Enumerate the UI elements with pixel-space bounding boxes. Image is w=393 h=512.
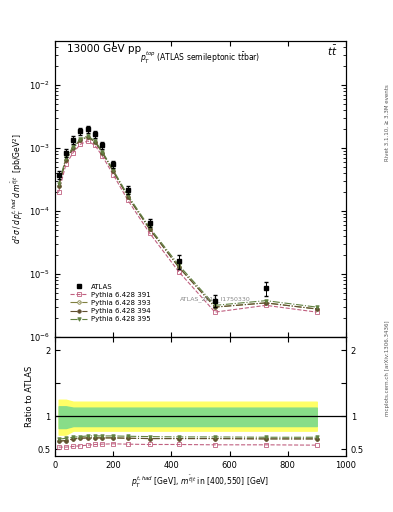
Text: 13000 GeV pp: 13000 GeV pp [67,44,141,54]
Legend: ATLAS, Pythia 6.428 391, Pythia 6.428 393, Pythia 6.428 394, Pythia 6.428 395: ATLAS, Pythia 6.428 391, Pythia 6.428 39… [67,281,153,325]
Text: Rivet 3.1.10, ≥ 3.3M events: Rivet 3.1.10, ≥ 3.3M events [385,84,390,161]
Y-axis label: $d^2\sigma\,/\,d\,p_T^{t,had}\,d\,m^{\bar{t}|t}$  [pb/GeV$^2$]: $d^2\sigma\,/\,d\,p_T^{t,had}\,d\,m^{\ba… [10,134,26,245]
Text: $t\bar{t}$: $t\bar{t}$ [327,44,337,58]
Text: ATLAS_2019_I1750330: ATLAS_2019_I1750330 [180,296,250,302]
X-axis label: $p_T^{t,had}$ [GeV], $m^{\bar{t}|t}$ in [400,550] [GeV]: $p_T^{t,had}$ [GeV], $m^{\bar{t}|t}$ in … [131,474,270,490]
Text: mcplots.cern.ch [arXiv:1306.3436]: mcplots.cern.ch [arXiv:1306.3436] [385,321,390,416]
Text: $p_T^{top}$ (ATLAS semileptonic t$\bar{t}$bar): $p_T^{top}$ (ATLAS semileptonic t$\bar{t… [140,50,261,66]
Y-axis label: Ratio to ATLAS: Ratio to ATLAS [25,366,34,427]
